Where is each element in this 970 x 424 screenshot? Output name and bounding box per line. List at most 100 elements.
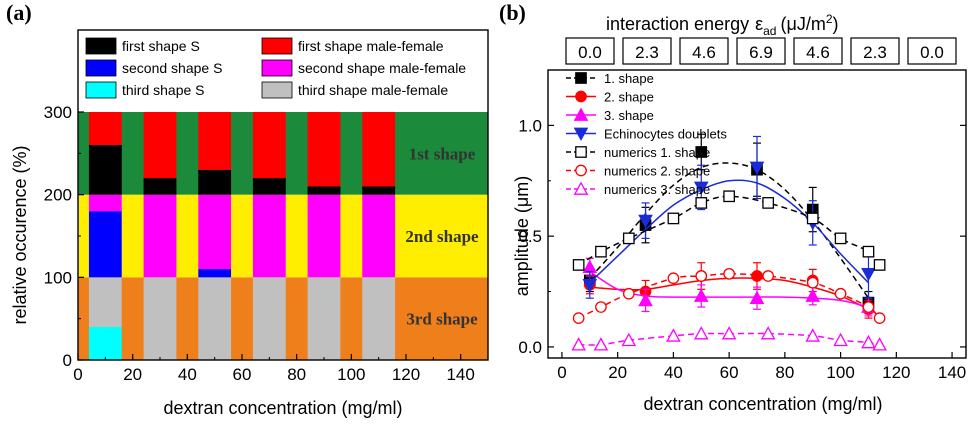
- top-axis-value: 0.0: [578, 43, 602, 62]
- legend-swatch-second-shape-male-female: [261, 59, 293, 77]
- series-numerics-2-shape: [572, 267, 886, 324]
- legend-label-third-shape-male-female: third shape male-female: [298, 82, 448, 98]
- legend-label-third-shape-s: third shape S: [122, 82, 205, 98]
- legend-marker-echinocytes-doublets: [573, 127, 589, 142]
- panel-a-ylabel: relative occurence (%): [10, 145, 30, 324]
- point-echinocytes-doublets: [638, 214, 653, 229]
- point-numerics-3-shape: [666, 328, 681, 342]
- bar-first-shape-male-female-10: [88, 112, 122, 146]
- xtick-label-b: 60: [720, 363, 739, 382]
- top-axis-label: interaction energy εad (μJ/m2): [606, 12, 839, 38]
- top-axis-unit-open: (μJ/m: [780, 14, 825, 34]
- bar-third-shape-male-female-30: [143, 277, 177, 360]
- point-3-shape: [638, 292, 653, 307]
- bar-first-shape-male-female-110: [362, 112, 396, 187]
- bar-second-shape-male-female-90: [307, 194, 341, 278]
- point-numerics-2-shape: [622, 287, 635, 300]
- line-numerics-1-shape: [578, 195, 881, 266]
- xtick-label-b: 80: [775, 363, 794, 382]
- point-numerics-3-shape: [621, 332, 637, 347]
- legend-marker-numerics-2-shape: [575, 164, 587, 177]
- series-1-shape: [583, 133, 875, 315]
- bar-second-shape-male-female-110: [362, 194, 396, 278]
- xtick-label-b: 100: [826, 363, 854, 382]
- line-3-shape: [589, 270, 869, 308]
- panel-b: (b) interaction energy εad (μJ/m2) 0.0 2.3 4…: [499, 0, 967, 414]
- xtick-label-a: 40: [178, 365, 197, 384]
- top-axis-value: 4.6: [692, 43, 716, 62]
- legend-label-1-shape: 1. shape: [604, 71, 654, 86]
- point-numerics-2-shape: [762, 270, 774, 282]
- bar-third-shape-male-female-10: [88, 277, 122, 327]
- ytick-label-b: 0.5: [518, 227, 542, 246]
- bar-first-shape-s-10: [88, 145, 122, 195]
- panel-b-label: (b): [499, 0, 526, 25]
- xtick-label-b: 20: [608, 363, 627, 382]
- ytick-label-a: 100: [44, 268, 72, 287]
- panel-b-xlabel: dextran concentration (mg/ml): [643, 394, 882, 414]
- legend-marker-1-shape: [575, 72, 587, 84]
- point-numerics-1-shape: [667, 212, 680, 225]
- top-axis-value: 6.9: [749, 43, 773, 62]
- panel-a-label: (a): [6, 0, 32, 25]
- ytick-label-a: 300: [44, 103, 72, 122]
- top-axis-box: [850, 37, 900, 65]
- line-numerics-2-shape: [578, 273, 881, 319]
- bar-second-shape-male-female-70: [252, 194, 286, 278]
- point-echinocytes-doublets: [582, 279, 598, 293]
- point-echinocytes-doublets: [861, 267, 876, 282]
- ytick-label-b: 0.0: [518, 338, 542, 357]
- top-axis-unit-sup: 2: [826, 12, 833, 26]
- top-axis-box: [622, 37, 672, 65]
- top-axis-box: [565, 37, 615, 65]
- point-numerics-2-shape: [667, 272, 680, 285]
- point-numerics-1-shape: [572, 259, 585, 271]
- point-numerics-3-shape: [593, 337, 609, 351]
- xtick-label-a: 20: [123, 365, 142, 384]
- point-numerics-1-shape: [873, 259, 886, 271]
- bar-second-shape-male-female-10: [88, 194, 122, 212]
- plot-frame-b: [547, 69, 967, 359]
- bar-third-shape-male-female-90: [307, 277, 341, 360]
- legend-label-first-shape-s: first shape S: [122, 38, 200, 54]
- point-numerics-1-shape: [622, 232, 635, 245]
- point-numerics-3-shape: [861, 334, 876, 349]
- point-numerics-1-shape: [595, 245, 607, 258]
- bar-second-shape-male-female-50: [198, 194, 232, 270]
- point-numerics-2-shape: [595, 301, 607, 313]
- legend-label-2-shape: 2. shape: [604, 90, 654, 105]
- top-axis-value: 2.3: [635, 43, 659, 62]
- top-axis-value: 0.0: [920, 43, 944, 62]
- top-axis-symbol: ε: [755, 14, 763, 34]
- bar-first-shape-s-30: [143, 178, 177, 195]
- panel-a-xlabel: dextran concentration (mg/ml): [163, 398, 402, 418]
- bar-first-shape-male-female-90: [307, 112, 341, 187]
- legend-label-numerics-3-shape: numerics 3. shape: [604, 182, 710, 197]
- point-echinocytes-doublets: [749, 161, 765, 176]
- panel-b-ylabel: amplitude (μm): [512, 176, 532, 296]
- legend-swatch-first-shape-s: [85, 37, 117, 55]
- ytick-label-b: 1.0: [518, 116, 542, 135]
- point-numerics-1-shape: [806, 212, 819, 225]
- line-echinocytes-doublets: [589, 179, 870, 284]
- point-numerics-2-shape: [806, 276, 819, 289]
- legend-label-echinocytes-doublets: Echinocytes doublets: [604, 127, 727, 142]
- xtick-label-a: 140: [446, 365, 474, 384]
- point-numerics-3-shape: [760, 326, 776, 340]
- xtick-label-b: 40: [664, 363, 683, 382]
- series-numerics-3-shape: [571, 326, 887, 351]
- top-axis-unit-close: ): [833, 14, 839, 34]
- series-echinocytes-doublets: [582, 135, 876, 299]
- bar-third-shape-male-female-50: [198, 277, 232, 360]
- point-numerics-3-shape: [833, 332, 848, 347]
- legend-swatch-second-shape-s: [85, 59, 117, 77]
- point-numerics-2-shape: [572, 312, 585, 324]
- xtick-label-a: 80: [287, 365, 306, 384]
- legend-swatch-third-shape-male-female: [261, 81, 293, 99]
- point-numerics-1-shape: [834, 232, 847, 245]
- bar-second-shape-male-female-30: [143, 194, 177, 278]
- top-axis-box: [679, 37, 729, 65]
- point-numerics-2-shape: [862, 301, 875, 313]
- bar-first-shape-male-female-70: [252, 112, 286, 179]
- bar-first-shape-s-110: [362, 186, 396, 195]
